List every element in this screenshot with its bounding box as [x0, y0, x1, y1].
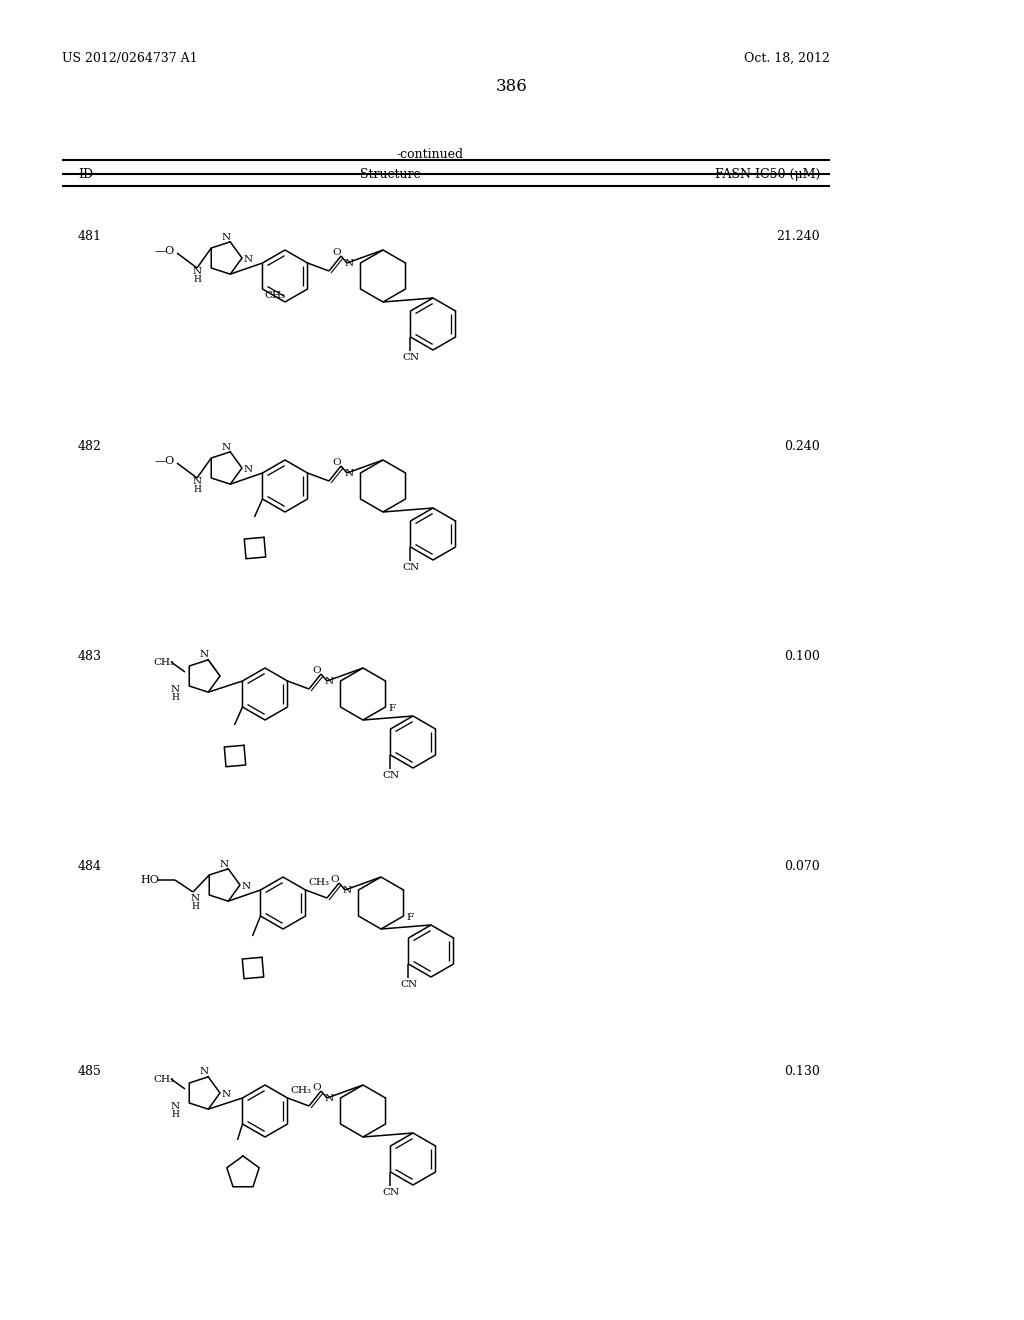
Text: O: O — [333, 458, 341, 467]
Text: CN: CN — [382, 771, 399, 780]
Text: N: N — [244, 465, 253, 474]
Text: N: N — [222, 1090, 231, 1100]
Text: N: N — [342, 886, 351, 895]
Text: O: O — [333, 248, 341, 257]
Text: —O: —O — [155, 246, 175, 256]
Text: CH₃: CH₃ — [153, 657, 174, 667]
Text: CH₃: CH₃ — [291, 1086, 311, 1096]
Text: FASN IC50 (μM): FASN IC50 (μM) — [715, 168, 820, 181]
Text: HO: HO — [140, 875, 159, 884]
Text: 386: 386 — [496, 78, 528, 95]
Text: 0.070: 0.070 — [784, 861, 820, 873]
Text: N: N — [200, 1067, 209, 1076]
Text: -continued: -continued — [396, 148, 464, 161]
Text: CH₃: CH₃ — [153, 1074, 174, 1084]
Text: N: N — [221, 232, 230, 242]
Text: CH₃: CH₃ — [308, 878, 330, 887]
Text: H: H — [194, 484, 202, 494]
Text: 482: 482 — [78, 440, 101, 453]
Text: N: N — [170, 685, 179, 694]
Text: N: N — [325, 677, 334, 686]
Text: —O: —O — [155, 455, 175, 466]
Text: H: H — [191, 902, 200, 911]
Text: N: N — [200, 649, 209, 659]
Text: O: O — [331, 875, 339, 884]
Text: CN: CN — [402, 352, 419, 362]
Text: 21.240: 21.240 — [776, 230, 820, 243]
Text: N: N — [221, 442, 230, 451]
Text: CH₃: CH₃ — [264, 290, 286, 300]
Text: H: H — [194, 275, 202, 284]
Text: ID: ID — [78, 168, 93, 181]
Text: 484: 484 — [78, 861, 102, 873]
Text: 0.130: 0.130 — [784, 1065, 820, 1078]
Text: F: F — [407, 913, 414, 921]
Text: US 2012/0264737 A1: US 2012/0264737 A1 — [62, 51, 198, 65]
Text: N: N — [344, 259, 353, 268]
Text: N: N — [220, 859, 228, 869]
Text: O: O — [312, 667, 322, 675]
Text: N: N — [325, 1094, 334, 1104]
Text: O: O — [312, 1082, 322, 1092]
Text: H: H — [171, 1110, 179, 1119]
Text: H: H — [171, 693, 179, 702]
Text: CN: CN — [400, 979, 417, 989]
Text: N: N — [244, 255, 253, 264]
Text: CN: CN — [402, 564, 419, 572]
Text: 483: 483 — [78, 649, 102, 663]
Text: CN: CN — [382, 1188, 399, 1197]
Text: F: F — [388, 704, 395, 713]
Text: N: N — [190, 894, 200, 903]
Text: N: N — [242, 882, 251, 891]
Text: 0.100: 0.100 — [784, 649, 820, 663]
Text: Oct. 18, 2012: Oct. 18, 2012 — [744, 51, 830, 65]
Text: N: N — [193, 267, 202, 276]
Text: 481: 481 — [78, 230, 102, 243]
Text: N: N — [344, 469, 353, 478]
Text: N: N — [193, 477, 202, 486]
Text: 485: 485 — [78, 1065, 101, 1078]
Text: 0.240: 0.240 — [784, 440, 820, 453]
Text: N: N — [170, 1102, 179, 1111]
Text: Structure: Structure — [359, 168, 421, 181]
